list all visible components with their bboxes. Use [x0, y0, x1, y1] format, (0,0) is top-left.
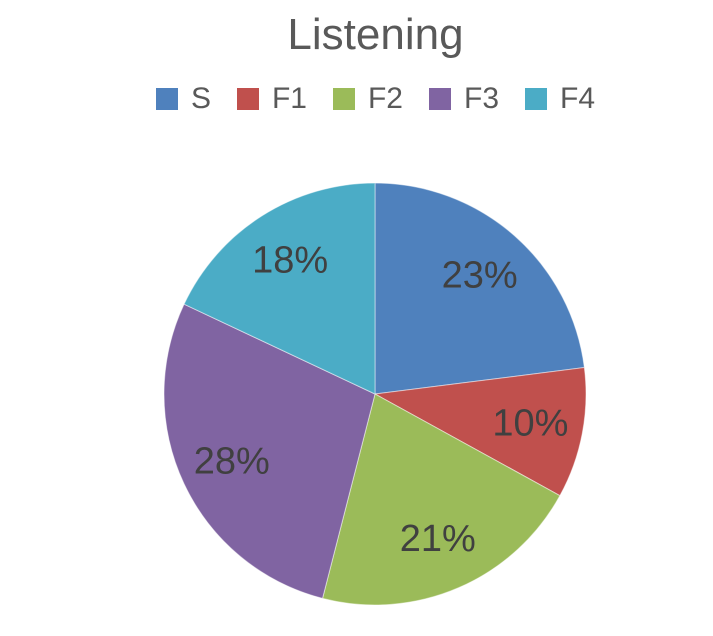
legend-item-F2: F2: [332, 82, 403, 115]
legend-swatch-S: [155, 88, 178, 110]
legend: S F1 F2 F3 F4: [38, 84, 713, 114]
pie-slice-F3: [163, 303, 376, 599]
legend-label-F1: F1: [271, 82, 307, 115]
legend-item-S: S: [155, 82, 211, 115]
legend-swatch-F1: [236, 88, 259, 110]
legend-item-F4: F4: [525, 84, 595, 114]
legend-item-F3: F3: [429, 84, 499, 114]
legend-label-F4: F4: [560, 82, 596, 115]
pie-slice-F2: [321, 393, 561, 606]
legend-label-F3: F3: [464, 82, 500, 115]
pie-slice-S: [374, 182, 585, 395]
legend-swatch-F3: [429, 88, 451, 110]
pie-slice-F1: [373, 366, 587, 497]
legend-swatch-F4: [525, 88, 548, 110]
legend-label-F2: F2: [367, 82, 403, 115]
pie-chart-figure: Listening S F1 F2 F3 F4 23% 10% 21% 28% 18%: [38, 0, 713, 636]
pie-chart: 23%10%21%28%18%: [163, 182, 587, 606]
pie-slice-F4: [183, 182, 376, 395]
legend-swatch-F2: [332, 88, 355, 110]
legend-label-S: S: [190, 82, 211, 115]
chart-title: Listening: [287, 10, 464, 59]
legend-item-F1: F1: [236, 82, 307, 115]
